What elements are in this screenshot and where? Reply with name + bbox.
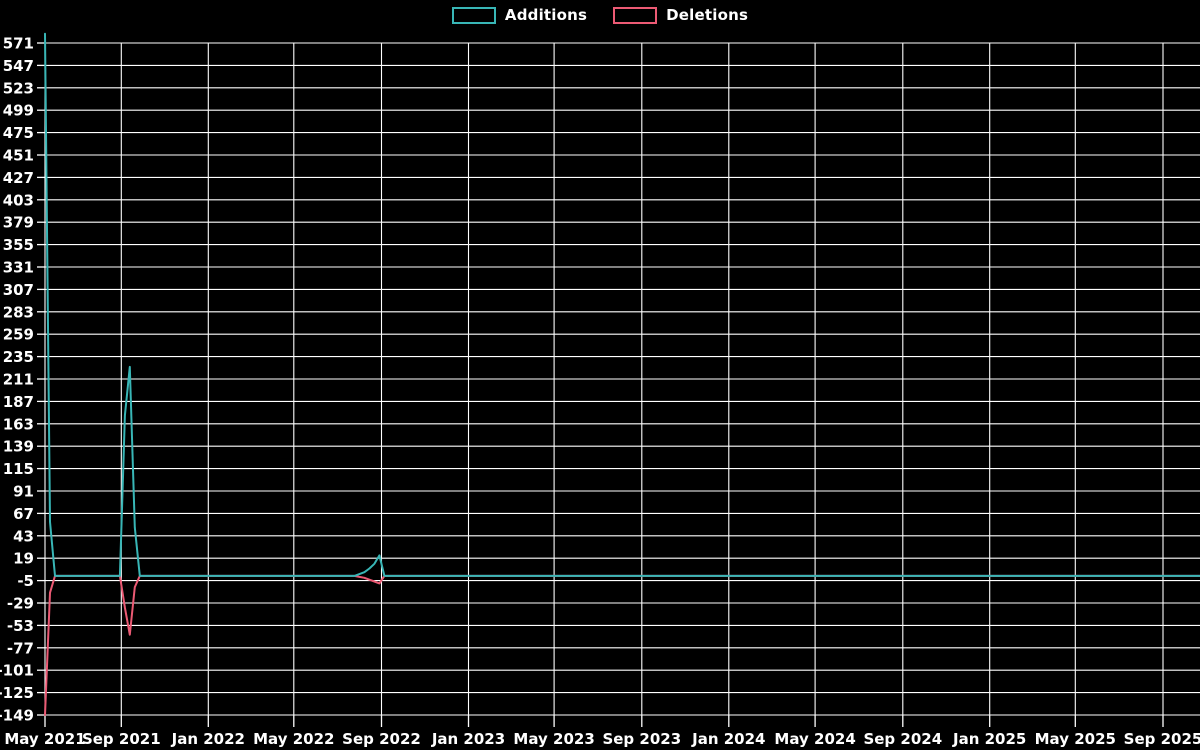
y-axis-ticks bbox=[37, 42, 45, 716]
svg-text:115: 115 bbox=[3, 460, 34, 478]
svg-text:331: 331 bbox=[3, 259, 34, 277]
vertical-gridlines bbox=[44, 43, 1164, 727]
deletions-swatch-icon bbox=[613, 6, 658, 24]
svg-text:May 2023: May 2023 bbox=[513, 730, 594, 748]
svg-text:Sep 2021: Sep 2021 bbox=[82, 730, 161, 748]
svg-text:91: 91 bbox=[13, 483, 34, 501]
svg-text:235: 235 bbox=[3, 348, 34, 366]
legend-item-additions[interactable]: Additions bbox=[451, 6, 588, 24]
svg-text:Jan 2024: Jan 2024 bbox=[691, 730, 765, 748]
svg-text:Jan 2025: Jan 2025 bbox=[952, 730, 1026, 748]
svg-text:Sep 2025: Sep 2025 bbox=[1124, 730, 1200, 748]
svg-text:Sep 2022: Sep 2022 bbox=[342, 730, 421, 748]
deletions-label: Deletions bbox=[666, 6, 749, 24]
svg-text:283: 283 bbox=[3, 303, 34, 321]
svg-text:523: 523 bbox=[3, 79, 34, 97]
deletions-line bbox=[44, 574, 1200, 716]
svg-text:571: 571 bbox=[3, 35, 34, 53]
additions-label: Additions bbox=[504, 6, 588, 24]
horizontal-gridlines bbox=[45, 42, 1200, 716]
svg-text:211: 211 bbox=[3, 371, 34, 389]
svg-text:-101: -101 bbox=[0, 662, 34, 680]
additions-swatch-icon bbox=[451, 6, 496, 24]
svg-text:139: 139 bbox=[3, 438, 34, 456]
y-tick-labels: 571 547 523 499 475 451 427 403 379 355 331 307 283 2… bbox=[0, 35, 34, 725]
svg-text:547: 547 bbox=[3, 57, 34, 75]
svg-text:475: 475 bbox=[3, 124, 34, 142]
svg-text:-29: -29 bbox=[7, 595, 34, 613]
svg-text:May 2021: May 2021 bbox=[4, 730, 85, 748]
svg-text:67: 67 bbox=[13, 505, 34, 523]
svg-text:May 2025: May 2025 bbox=[1035, 730, 1116, 748]
svg-text:-53: -53 bbox=[7, 617, 34, 635]
svg-text:May 2024: May 2024 bbox=[774, 730, 855, 748]
svg-text:163: 163 bbox=[3, 415, 34, 433]
svg-text:187: 187 bbox=[3, 393, 34, 411]
svg-text:499: 499 bbox=[3, 102, 34, 120]
svg-text:May 2022: May 2022 bbox=[253, 730, 334, 748]
svg-text:-77: -77 bbox=[7, 639, 34, 657]
svg-text:43: 43 bbox=[13, 527, 34, 545]
svg-text:355: 355 bbox=[3, 236, 34, 254]
svg-text:19: 19 bbox=[13, 550, 34, 568]
svg-text:-125: -125 bbox=[0, 684, 34, 702]
additions-line bbox=[44, 32, 1200, 577]
svg-text:Sep 2024: Sep 2024 bbox=[863, 730, 942, 748]
svg-text:Jan 2022: Jan 2022 bbox=[171, 730, 245, 748]
svg-text:Sep 2023: Sep 2023 bbox=[602, 730, 681, 748]
svg-text:379: 379 bbox=[3, 214, 34, 232]
svg-text:-149: -149 bbox=[0, 707, 34, 725]
legend-item-deletions[interactable]: Deletions bbox=[613, 6, 748, 24]
svg-text:307: 307 bbox=[3, 281, 34, 299]
svg-text:Jan 2023: Jan 2023 bbox=[431, 730, 505, 748]
svg-text:259: 259 bbox=[3, 326, 34, 344]
svg-text:451: 451 bbox=[3, 147, 34, 165]
svg-text:-5: -5 bbox=[17, 572, 34, 590]
svg-text:427: 427 bbox=[3, 169, 34, 187]
legend: Additions Deletions bbox=[0, 6, 1200, 24]
svg-text:403: 403 bbox=[3, 191, 34, 209]
